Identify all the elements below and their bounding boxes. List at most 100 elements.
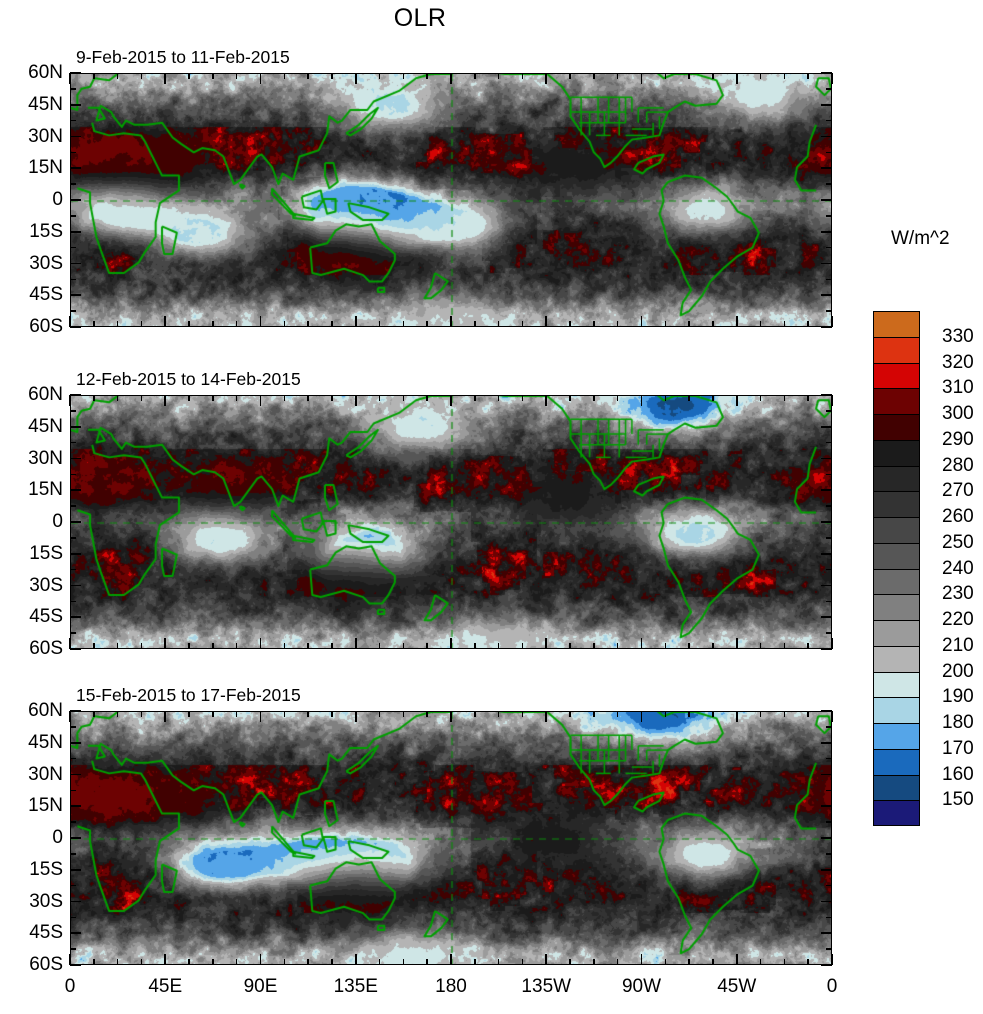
- axis-minor-tick: [712, 73, 714, 79]
- colorbar-tick-label: 160: [942, 763, 974, 785]
- x-axis-tick-label: 135W: [521, 976, 572, 997]
- axis-minor-tick: [116, 643, 119, 649]
- axis-minor-tick: [826, 278, 832, 281]
- axis-tick: [354, 316, 357, 327]
- axis-tick: [70, 199, 81, 201]
- colorbar-tick-label: 250: [942, 531, 974, 553]
- axis-minor-tick: [70, 726, 76, 728]
- colorbar-band: [874, 697, 919, 724]
- axis-minor-tick: [70, 246, 76, 249]
- axis-minor-tick: [307, 959, 309, 965]
- axis-tick: [70, 616, 81, 619]
- axis-tick: [70, 103, 81, 106]
- axis-tick: [640, 638, 643, 649]
- axis-tick: [640, 711, 643, 722]
- axis-minor-tick: [616, 73, 619, 79]
- axis-tick: [70, 837, 81, 839]
- axis-tick: [70, 900, 81, 903]
- panel-title: 9-Feb-2015 to 11-Feb-2015: [76, 47, 290, 67]
- axis-minor-tick: [783, 321, 786, 327]
- axis-tick: [821, 72, 832, 74]
- axis-minor-tick: [712, 643, 714, 649]
- axis-minor-tick: [826, 410, 832, 412]
- axis-tick: [259, 316, 262, 327]
- colorbar[interactable]: [873, 311, 920, 826]
- axis-tick: [70, 72, 81, 74]
- colorbar-tick-label: 220: [942, 609, 974, 630]
- axis-minor-tick: [188, 711, 190, 717]
- axis-minor-tick: [140, 711, 143, 717]
- axis-tick: [164, 395, 167, 406]
- colorbar-band: [874, 362, 919, 390]
- axis-minor-tick: [807, 321, 809, 327]
- y-axis-tick-label: 0: [52, 189, 63, 210]
- map-panel: 15-Feb-2015 to 17-Feb-2015 60N 45N 30N 15N 0 1…: [28, 685, 837, 997]
- axis-minor-tick: [569, 395, 571, 401]
- axis-minor-tick: [93, 321, 95, 327]
- axis-minor-tick: [70, 568, 76, 571]
- axis-minor-tick: [70, 278, 76, 281]
- axis-minor-tick: [826, 151, 832, 154]
- map-plot-area[interactable]: [70, 711, 832, 965]
- axis-minor-tick: [283, 395, 286, 401]
- axis-tick: [70, 648, 81, 650]
- axis-minor-tick: [569, 959, 571, 965]
- axis-tick: [70, 262, 81, 265]
- axis-minor-tick: [70, 916, 76, 919]
- axis-minor-tick: [826, 789, 832, 792]
- axis-minor-tick: [235, 711, 238, 717]
- axis-tick: [545, 395, 548, 406]
- axis-minor-tick: [70, 853, 76, 855]
- colorbar-tick-label: 330: [942, 325, 974, 347]
- axis-tick: [545, 73, 548, 84]
- axis-minor-tick: [378, 643, 381, 649]
- axis-minor-tick: [235, 395, 238, 401]
- axis-tick: [831, 954, 833, 965]
- axis-minor-tick: [826, 568, 832, 571]
- axis-tick: [735, 73, 738, 84]
- axis-tick: [821, 900, 832, 903]
- x-axis-tick-label: 135E: [333, 976, 378, 997]
- axis-minor-tick: [826, 821, 832, 823]
- axis-minor-tick: [497, 73, 500, 79]
- axis-minor-tick: [497, 321, 500, 327]
- colorbar-tick-label: 270: [942, 480, 974, 502]
- axis-minor-tick: [807, 959, 809, 965]
- y-axis-tick-label: 30S: [29, 890, 63, 912]
- axis-minor-tick: [474, 73, 476, 79]
- axis-minor-tick: [497, 711, 500, 717]
- axis-tick: [164, 316, 167, 327]
- axis-tick: [70, 584, 81, 587]
- axis-tick: [821, 167, 832, 170]
- axis-minor-tick: [378, 959, 381, 965]
- axis-tick: [164, 638, 167, 649]
- map-plot-area[interactable]: [70, 395, 832, 649]
- y-axis-tick-label: 15S: [29, 858, 63, 880]
- axis-tick: [545, 638, 548, 649]
- y-axis-tick-label: 60S: [29, 638, 63, 659]
- axis-minor-tick: [664, 395, 667, 401]
- colorbar-tick-label: 190: [942, 686, 974, 708]
- axis-minor-tick: [70, 821, 76, 823]
- axis-minor-tick: [70, 505, 76, 507]
- colorbar-tick-label: 180: [942, 712, 974, 733]
- map-plot-area[interactable]: [70, 73, 832, 327]
- x-axis-tick-label: 45W: [717, 976, 757, 997]
- axis-minor-tick: [569, 73, 571, 79]
- axis-tick: [821, 648, 832, 650]
- axis-tick: [259, 954, 262, 965]
- axis-tick: [545, 954, 548, 965]
- axis-minor-tick: [593, 321, 595, 327]
- axis-minor-tick: [826, 246, 832, 249]
- axis-tick: [259, 638, 262, 649]
- axis-minor-tick: [93, 711, 95, 717]
- axis-tick: [70, 489, 81, 492]
- axis-minor-tick: [759, 395, 762, 401]
- axis-tick: [735, 395, 738, 406]
- axis-minor-tick: [235, 321, 238, 327]
- axis-minor-tick: [331, 959, 333, 965]
- axis-tick: [821, 262, 832, 265]
- axis-tick: [821, 710, 832, 712]
- axis-tick: [831, 711, 833, 722]
- colorbar-band: [874, 517, 919, 544]
